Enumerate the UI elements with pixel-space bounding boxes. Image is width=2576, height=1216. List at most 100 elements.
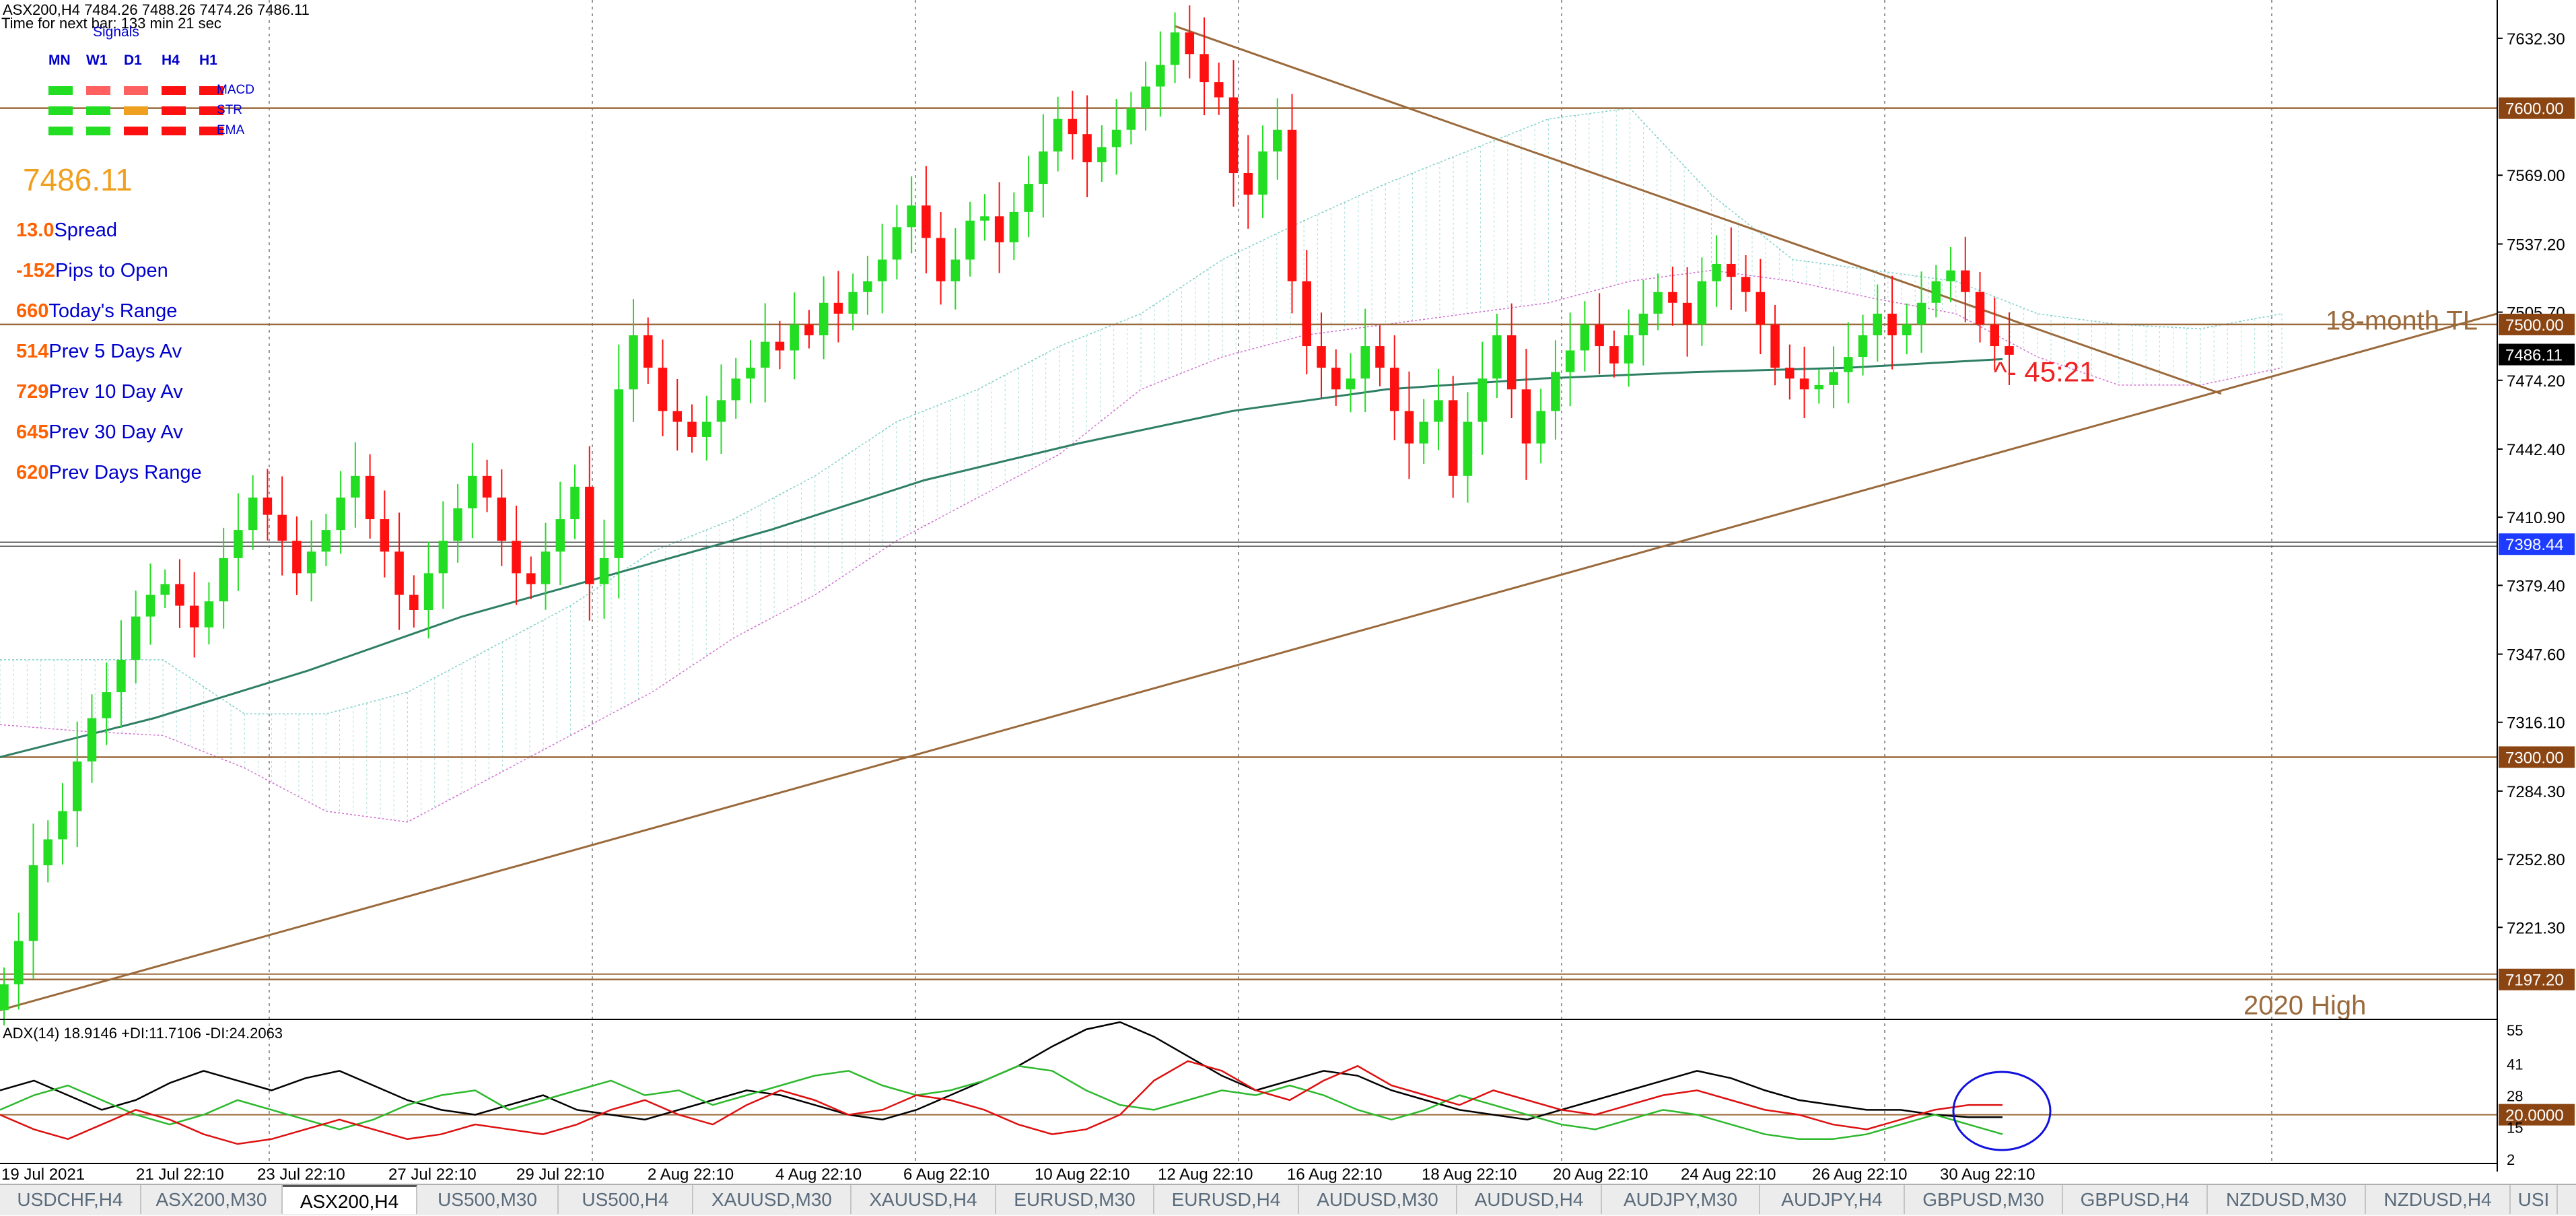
price-axis[interactable]: 7632.307569.007537.207505.707474.207442.… bbox=[2497, 30, 2565, 937]
signal-cell bbox=[48, 127, 73, 135]
candle-body bbox=[1916, 302, 1926, 325]
symbol-tab[interactable]: USI bbox=[2511, 1185, 2558, 1214]
adx-y-tick-label: 55 bbox=[2507, 1022, 2523, 1039]
stat-label: Today's Range bbox=[48, 300, 178, 322]
candle-body bbox=[1009, 211, 1019, 242]
chart-frame bbox=[0, 0, 2498, 1172]
signal-row-label: EMA bbox=[217, 123, 245, 137]
candle bbox=[716, 364, 726, 454]
signal-timeframe: MN bbox=[48, 53, 71, 68]
symbol-tab[interactable]: ASX200,H4 bbox=[283, 1185, 417, 1214]
candle-body bbox=[585, 486, 594, 584]
adx-level-label: 20.0000 bbox=[2505, 1107, 2564, 1125]
symbol-tab[interactable]: US500,M30 bbox=[417, 1185, 559, 1214]
symbol-tab[interactable]: NZDUSD,M30 bbox=[2208, 1185, 2366, 1214]
candle-body bbox=[394, 551, 404, 595]
candle-body bbox=[541, 551, 551, 584]
candle bbox=[1273, 98, 1282, 180]
stat-row: 660Today's Range bbox=[16, 300, 177, 323]
candle bbox=[526, 556, 536, 599]
candle-body bbox=[1712, 263, 1721, 281]
candle bbox=[1039, 114, 1048, 217]
symbol-tab[interactable]: XAUUSD,M30 bbox=[693, 1185, 851, 1214]
stat-value: -152 bbox=[16, 260, 56, 281]
x-tick-label: 29 Jul 22:10 bbox=[516, 1166, 604, 1184]
stat-label: Prev Days Range bbox=[48, 462, 202, 483]
candle bbox=[1448, 376, 1458, 498]
candle-body bbox=[423, 573, 433, 610]
candle-body bbox=[1551, 372, 1560, 411]
candle bbox=[423, 541, 433, 639]
candle-body bbox=[1580, 324, 1590, 351]
candle-body bbox=[306, 551, 316, 574]
signal-cell bbox=[199, 127, 223, 135]
adx-series-line bbox=[0, 1065, 2003, 1141]
symbol-tab[interactable]: AUDUSD,M30 bbox=[1299, 1185, 1457, 1214]
candle bbox=[1873, 284, 1883, 362]
symbol-tab[interactable]: ASX200,M30 bbox=[141, 1185, 283, 1214]
candle bbox=[1199, 17, 1209, 116]
symbol-tab[interactable]: EURUSD,M30 bbox=[996, 1185, 1154, 1214]
candle bbox=[1946, 247, 1955, 302]
annotation-18-month-tl: 18-month TL bbox=[2326, 306, 2478, 335]
y-tick-label: 7474.20 bbox=[2507, 372, 2565, 391]
signal-timeframe: H1 bbox=[199, 53, 217, 68]
symbol-tab[interactable]: GBPUSD,M30 bbox=[1905, 1185, 2063, 1214]
candle bbox=[760, 303, 770, 403]
candle-body bbox=[599, 558, 609, 584]
symbol-tab[interactable]: NZDUSD,H4 bbox=[2366, 1185, 2511, 1214]
time-axis[interactable]: 19 Jul 2021 21 Jul 22:10 23 Jul 22:10 27 Ju… bbox=[1, 1166, 2035, 1184]
adx-y-tick-label: 28 bbox=[2507, 1088, 2523, 1105]
stat-label: Prev 30 Day Av bbox=[48, 421, 183, 443]
symbol-tab[interactable]: XAUUSD,H4 bbox=[851, 1185, 996, 1214]
price-badge-box bbox=[2499, 343, 2575, 366]
candle-body bbox=[1404, 411, 1414, 444]
candle bbox=[468, 442, 477, 539]
candle bbox=[72, 721, 82, 848]
symbol-tab[interactable]: AUDJPY,H4 bbox=[1760, 1185, 1905, 1214]
candle-body bbox=[1727, 263, 1736, 277]
candle-body bbox=[1185, 32, 1195, 55]
symbol-tab[interactable]: AUDUSD,H4 bbox=[1457, 1185, 1602, 1214]
candle-body bbox=[907, 205, 916, 228]
signal-cell bbox=[162, 86, 186, 95]
adx-title: ADX(14) 18.9146 +DI:11.7106 -DI:24.2063 bbox=[3, 1025, 283, 1042]
candle-body bbox=[848, 292, 858, 314]
candle bbox=[1477, 341, 1487, 455]
stat-row: -152Pips to Open bbox=[16, 260, 168, 282]
adx-y-tick-label: 2 bbox=[2507, 1151, 2515, 1168]
candle-body bbox=[1536, 411, 1545, 444]
candle-body bbox=[980, 216, 989, 221]
candle bbox=[394, 512, 404, 630]
signal-cell bbox=[124, 127, 148, 135]
candle bbox=[541, 522, 551, 610]
candle-body bbox=[746, 368, 755, 379]
signal-cell bbox=[48, 86, 73, 95]
symbol-tab[interactable]: AUDJPY,M30 bbox=[1602, 1185, 1760, 1214]
candle-body bbox=[263, 497, 273, 515]
symbol-tab[interactable]: USDCHF,H4 bbox=[0, 1185, 141, 1214]
candle-body bbox=[1068, 119, 1078, 135]
candle-body bbox=[1565, 350, 1575, 372]
price-badge: 7500.00 bbox=[2499, 313, 2575, 335]
candle bbox=[0, 967, 9, 1025]
candle-body bbox=[1126, 108, 1136, 130]
symbol-tab[interactable]: GBPUSD,H4 bbox=[2063, 1185, 2208, 1214]
candle-body bbox=[1258, 151, 1267, 195]
candle bbox=[1126, 92, 1136, 145]
symbol-tab[interactable]: US500,H4 bbox=[559, 1185, 693, 1214]
candle-body bbox=[1814, 384, 1824, 390]
candle-body bbox=[555, 519, 565, 552]
candle bbox=[43, 820, 53, 883]
candle-body bbox=[497, 497, 507, 541]
candle-body bbox=[833, 302, 843, 314]
candle-body bbox=[950, 259, 961, 281]
candle bbox=[701, 395, 711, 461]
symbol-tab[interactable]: EURUSD,H4 bbox=[1154, 1185, 1299, 1214]
candle-body bbox=[277, 514, 287, 541]
candle bbox=[336, 471, 345, 554]
candle-body bbox=[1287, 129, 1297, 281]
candle bbox=[1097, 125, 1107, 182]
candle bbox=[1712, 235, 1721, 307]
candle bbox=[731, 358, 740, 419]
